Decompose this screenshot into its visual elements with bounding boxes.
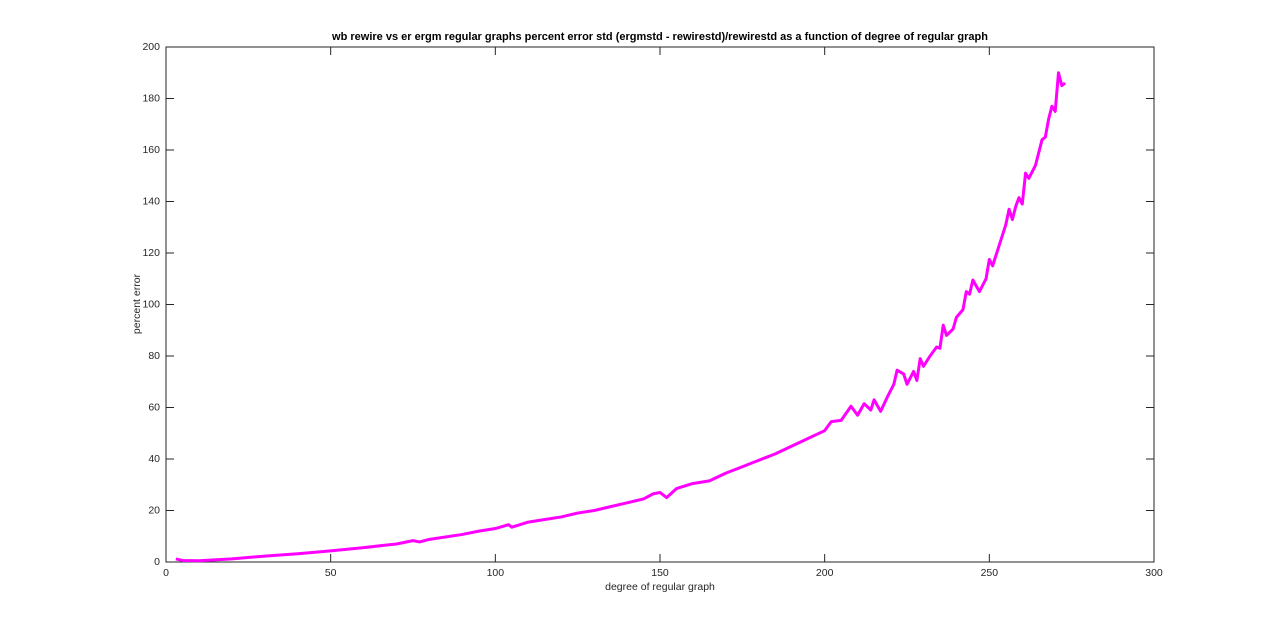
x-tick-label: 50	[325, 567, 337, 579]
x-tick-label: 300	[1145, 567, 1163, 579]
y-tick-label: 0	[154, 556, 160, 568]
plot-frame	[165, 46, 1155, 563]
x-tick-label: 250	[981, 567, 999, 579]
y-tick-label: 40	[148, 453, 160, 465]
y-tick-label: 60	[148, 401, 160, 413]
y-axis-label: percent error	[131, 273, 143, 334]
x-axis-label: degree of regular graph	[605, 581, 715, 593]
x-tick-label: 0	[163, 567, 169, 579]
x-tick-label: 200	[816, 567, 834, 579]
y-tick-label: 80	[148, 350, 160, 362]
data-line	[175, 71, 1067, 563]
y-tick-label: 120	[142, 247, 160, 259]
y-tick-label: 100	[142, 298, 160, 310]
x-tick-label: 100	[487, 567, 505, 579]
chart-title: wb rewire vs er ergm regular graphs perc…	[331, 31, 988, 43]
y-tick-label: 160	[142, 144, 160, 156]
x-tick-label: 150	[651, 567, 669, 579]
y-tick-label: 200	[142, 41, 160, 53]
y-tick-label: 140	[142, 195, 160, 207]
y-tick-label: 20	[148, 504, 160, 516]
y-tick-label: 180	[142, 92, 160, 104]
